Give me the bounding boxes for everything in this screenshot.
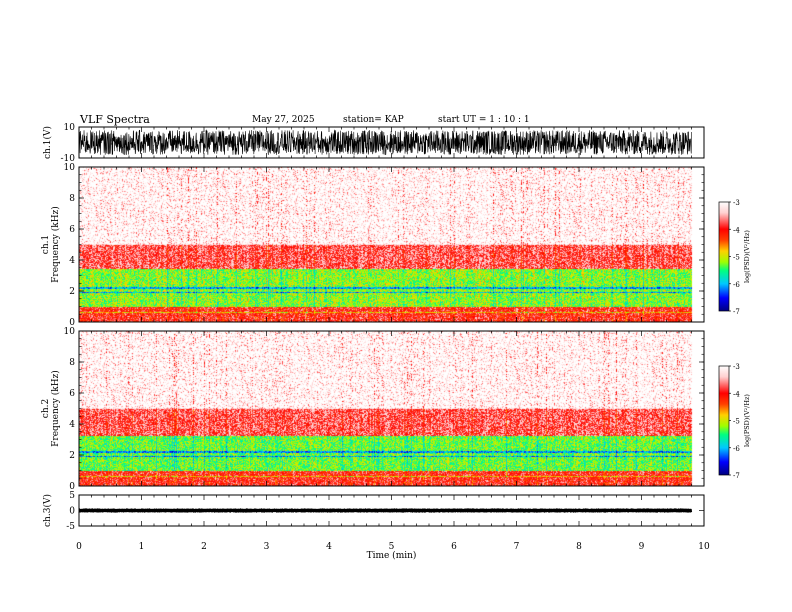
colorbar-tick-label: -5	[733, 254, 740, 262]
x-tick-label: 5	[389, 542, 395, 552]
x-axis-label: Time (min)	[367, 550, 417, 561]
ch1-wave-y-tick-label: 10	[64, 123, 76, 133]
colorbar-tick-label: -5	[733, 418, 740, 426]
ch1-spec-y-tick-label: 6	[69, 225, 75, 235]
ch1-spec-y-tick-label: 4	[69, 256, 75, 266]
x-tick-label: 4	[326, 542, 332, 552]
ch1-spec-y-tick-label: 0	[69, 318, 75, 328]
x-tick-label: 0	[76, 542, 82, 552]
ch2-spec-y-tick-label: 6	[69, 389, 75, 399]
colorbar-tick-label: -7	[733, 472, 740, 480]
x-tick-label: 10	[698, 542, 710, 552]
x-tick-label: 9	[639, 542, 645, 552]
colorbar-tick-label: -6	[733, 445, 740, 453]
ch3-waveform-ylabel: ch.3(V)	[42, 494, 53, 527]
x-tick-label: 1	[139, 542, 145, 552]
x-tick-label: 2	[201, 542, 207, 552]
ch1-waveform-line	[78, 129, 692, 156]
ch2-spec-y-tick-label: 2	[69, 451, 75, 461]
colorbar-tick-label: -4	[733, 390, 740, 398]
x-tick-label: 3	[264, 542, 270, 552]
spectrogram-image-1	[79, 167, 704, 322]
colorbar-tick-label: -3	[733, 363, 740, 371]
ch1-spectrogram-ylabel-frequency: Frequency (kHz)	[50, 206, 61, 283]
ch2-spectrogram-ylabel-frequency: Frequency (kHz)	[50, 370, 61, 447]
x-tick-label: 6	[451, 542, 457, 552]
ch1-spec-y-tick-label: 2	[69, 287, 75, 297]
ch3-waveform-line	[78, 508, 693, 513]
spectrogram-image-2	[79, 331, 704, 486]
station-label: station= KAP	[343, 115, 404, 125]
ch3-wave-y-tick-label: 5	[69, 491, 75, 501]
colorbar-2	[718, 365, 730, 476]
ch1-spec-y-tick-label: 10	[64, 163, 76, 173]
colorbar-tick-label: -4	[733, 226, 740, 234]
start-time-label: start UT = 1 : 10 : 1	[438, 115, 530, 125]
colorbar-label-2: log(PSD)(V²/Hz)	[743, 394, 751, 447]
ch1-wave-y-tick-label: -10	[61, 154, 76, 164]
date-label: May 27, 2025	[252, 115, 315, 125]
colorbar-tick-label: -7	[733, 308, 740, 316]
colorbar-1	[718, 201, 730, 312]
x-tick-label: 7	[514, 542, 520, 552]
figure-title: VLF Spectra	[80, 113, 150, 126]
ch2-spec-y-tick-label: 8	[69, 358, 75, 368]
ch3-wave-y-tick-label: -5	[66, 522, 75, 532]
ch2-spec-y-tick-label: 0	[69, 482, 75, 492]
x-tick-label: 8	[576, 542, 582, 552]
ch2-spectrogram-ylabel-channel: ch.2	[41, 399, 51, 418]
ch1-waveform-ylabel: ch.1(V)	[42, 126, 53, 159]
ch1-spec-y-tick-label: 8	[69, 194, 75, 204]
colorbar-tick-label: -3	[733, 199, 740, 207]
colorbar-tick-label: -6	[733, 281, 740, 289]
ch2-spec-y-tick-label: 10	[64, 327, 76, 337]
ch3-wave-y-tick-label: 0	[69, 507, 75, 517]
ch2-spec-y-tick-label: 4	[69, 420, 75, 430]
ch1-spectrogram-ylabel-channel: ch.1	[41, 235, 51, 254]
colorbar-label-1: log(PSD)(V²/Hz)	[743, 230, 751, 283]
